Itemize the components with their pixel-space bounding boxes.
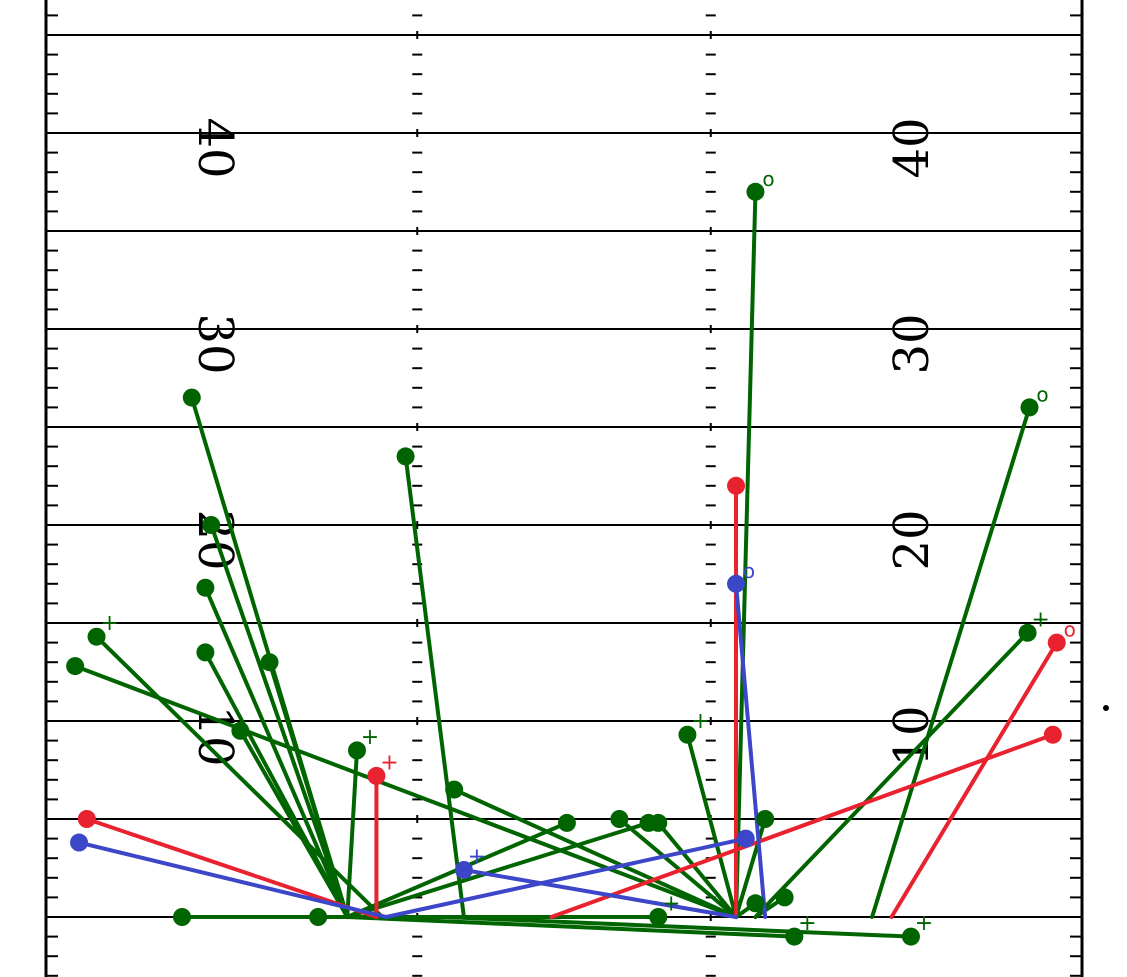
pass-line-complete: [685, 732, 739, 919]
pass-point-complete: [746, 894, 765, 913]
pass-marker-plus: +: [691, 709, 709, 734]
pass-marker-plus: +: [915, 911, 933, 936]
pass-point-incomplete: [1047, 633, 1066, 652]
pass-point-complete: [173, 908, 192, 926]
pass-point-complete: [1018, 623, 1037, 642]
field-number-right-10: 10: [884, 705, 940, 766]
field-number-left-40: 40: [187, 117, 243, 178]
pass-line-complete: [617, 817, 739, 919]
pass-point-complete: [196, 643, 215, 662]
pass-point-other: [727, 574, 746, 593]
pass-line-incomplete: [84, 817, 379, 919]
pass-marker-plus: +: [798, 911, 816, 936]
pass-marker-plus: +: [380, 750, 398, 775]
pass-point-other: [736, 829, 755, 848]
pass-point-complete: [231, 721, 250, 740]
field-number-right-20: 20: [884, 509, 940, 570]
pass-point-complete: [678, 725, 697, 744]
pass-point-complete: [775, 888, 794, 907]
field-numbers: 40 30 20 10 40 30 20 10: [187, 117, 940, 766]
pass-line-complete: [345, 915, 797, 939]
pass-line-other: [734, 581, 768, 919]
pass-point-incomplete: [727, 476, 746, 495]
pass-line-complete: [345, 820, 651, 919]
pass-line-complete: [442, 915, 913, 939]
pass-point-complete: [396, 447, 415, 466]
pass-point-complete: [557, 813, 576, 832]
pass-point-complete: [649, 813, 668, 832]
pass-line-other: [461, 867, 739, 919]
field-number-right-30: 30: [884, 313, 940, 374]
pass-point-complete: [347, 741, 366, 760]
pass-point-incomplete: [77, 810, 96, 828]
pass-point-complete: [756, 810, 775, 828]
pass-marker-circle: o: [762, 167, 774, 191]
field-number-right-40: 40: [884, 117, 940, 178]
pass-marker-circle: o: [1064, 618, 1076, 642]
pass-line-complete: [209, 523, 350, 919]
pass-point-incomplete: [1043, 725, 1062, 744]
pass-point-complete: [87, 627, 106, 646]
pass-point-complete: [309, 908, 328, 926]
pass-marker-circle: o: [1036, 382, 1048, 406]
pass-markers: +++o+++o++o+o: [100, 167, 1076, 936]
pass-point-complete: [610, 810, 629, 828]
pass-marker-plus: +: [1031, 607, 1049, 632]
pass-points: [66, 182, 1066, 946]
pass-point-complete: [182, 388, 201, 407]
pass-line-other: [384, 836, 748, 919]
pass-line-complete: [656, 820, 739, 919]
pass-marker-plus: +: [361, 725, 379, 750]
pass-line-complete: [452, 787, 739, 919]
pass-line-complete: [345, 748, 359, 919]
pass-line-complete: [73, 664, 739, 919]
pass-line-complete: [753, 630, 1030, 919]
pass-point-complete: [785, 927, 804, 946]
pass-marker-plus: +: [100, 611, 118, 636]
pass-point-complete: [445, 780, 464, 799]
pass-point-complete: [196, 578, 215, 597]
pass-line-complete: [734, 189, 758, 919]
pass-point-incomplete: [367, 766, 386, 785]
pass-point-other: [454, 860, 473, 879]
pass-point-complete: [901, 927, 920, 946]
pass-point-complete: [66, 657, 85, 676]
pass-point-complete: [260, 653, 279, 672]
pass-line-other: [77, 840, 389, 919]
pass-line-complete: [734, 817, 768, 919]
pass-line-complete: [403, 454, 466, 919]
pass-point-complete: [202, 516, 221, 534]
pass-marker-circle: o: [743, 559, 755, 583]
pass-point-complete: [649, 908, 668, 926]
pass-line-incomplete: [889, 640, 1059, 919]
pass-marker-plus: +: [662, 892, 680, 917]
pass-line-complete: [870, 405, 1032, 919]
field-number-left-30: 30: [187, 313, 243, 374]
edge-dot: [1103, 705, 1109, 711]
pass-point-complete: [1020, 398, 1039, 417]
pass-marker-plus: +: [468, 844, 486, 869]
pass-point-complete: [746, 182, 765, 201]
pass-line-incomplete: [549, 732, 1055, 919]
pass-line-complete: [94, 634, 385, 919]
pass-line-complete: [238, 728, 350, 919]
pass-point-other: [70, 833, 89, 852]
pass-line-complete: [267, 660, 350, 919]
